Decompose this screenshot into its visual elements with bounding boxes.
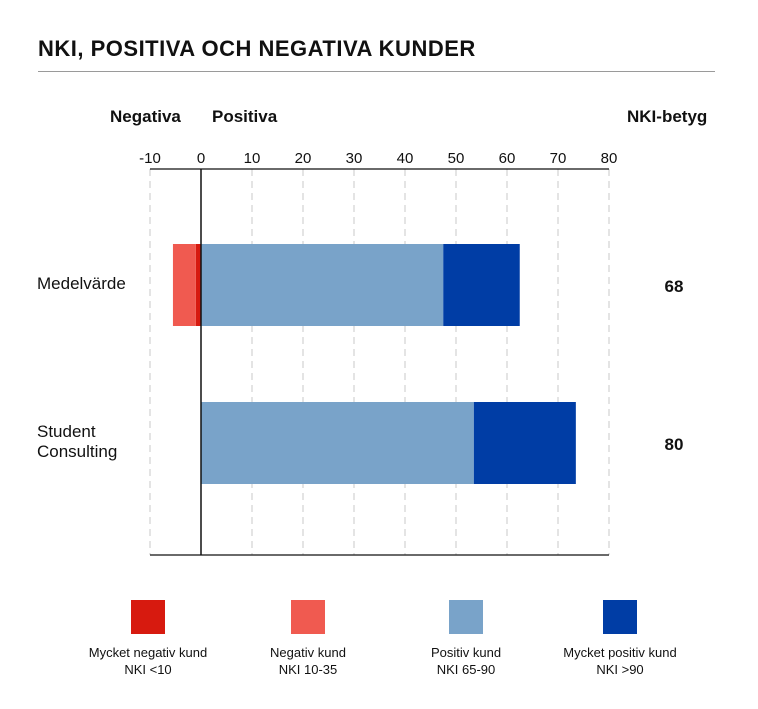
category-label-1-line-0: Student [37,422,96,441]
chart-title: NKI, POSITIVA OCH NEGATIVA KUNDER [38,36,476,61]
x-tick-label-0: 0 [197,150,205,167]
bar-0-series-3 [443,244,520,326]
legend-label-negativ: Negativ kund [270,645,346,660]
x-tick-label-70: 70 [550,150,567,167]
bar-0-series-2 [201,244,444,326]
category-label-1-line-1: Consulting [37,442,117,461]
legend-label-positiv: Positiv kund [430,645,502,660]
x-tick-label-10: 10 [244,150,261,167]
legend-swatch-positiv [449,600,483,634]
x-tick-label-50: 50 [448,150,465,167]
bar-0-series-0 [195,244,201,326]
title-divider [38,71,715,72]
x-tick-label--10: -10 [139,150,161,167]
x-tick-label-40: 40 [397,150,414,167]
legend-sub-negativ: NKI 10-35 [278,662,338,677]
legend-sub-mycket-negativ: NKI <10 [124,662,172,677]
bar-0-series-1 [172,244,196,326]
header-positiva: Positiva [212,107,278,126]
nki-score-1: 80 [665,435,684,454]
bar-1-series-2 [201,402,474,484]
legend-sub-mycket-positiv: NKI >90 [596,662,644,677]
legend-swatch-mycket-negativ [131,600,165,634]
nki-score-0: 68 [665,277,684,296]
category-label-0-line-0: Medelvärde [37,274,126,293]
legend-label-mycket-negativ: Mycket negativ kund [88,645,208,660]
legend-sub-positiv: NKI 65-90 [436,662,496,677]
legend-swatch-negativ [291,600,325,634]
header-nki-betyg: NKI-betyg [627,107,708,126]
legend-label-mycket-positiv: Mycket positiv kund [563,645,677,660]
legend-item-mycket-negativ: Mycket negativ kund NKI <10 [63,600,233,678]
legend-item-positiv: Positiv kund NKI 65-90 [381,600,551,678]
x-tick-label-60: 60 [499,150,516,167]
header-negativa: Negativa [110,107,181,126]
x-tick-label-30: 30 [346,150,363,167]
x-tick-label-80: 80 [601,150,618,167]
legend-swatch-mycket-positiv [603,600,637,634]
bar-1-series-3 [473,402,576,484]
legend-item-negativ: Negativ kund NKI 10-35 [223,600,393,678]
x-tick-label-20: 20 [295,150,312,167]
legend-item-mycket-positiv: Mycket positiv kund NKI >90 [535,600,705,678]
